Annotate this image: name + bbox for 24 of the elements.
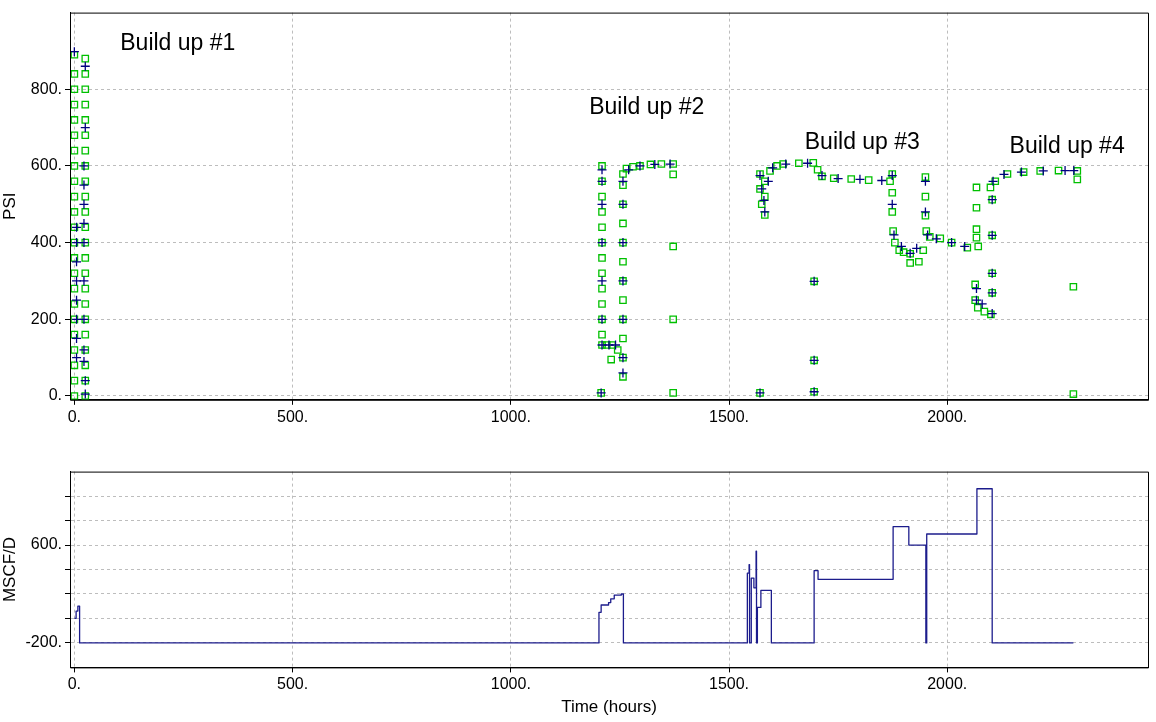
annotation: Build up #4 <box>1009 131 1125 158</box>
x-tick-label: 0. <box>67 675 82 693</box>
y-tick-label: -200. <box>25 633 62 651</box>
annotation: Build up #2 <box>589 92 705 119</box>
x-axis-title: Time (hours) <box>561 697 657 717</box>
y-axis-title: PSI <box>0 192 19 220</box>
x-tick-label: 1000. <box>490 675 531 693</box>
y-tick-label: 200. <box>30 309 62 327</box>
x-tick-label: 0. <box>67 407 82 425</box>
x-tick-label: 2000. <box>927 675 968 693</box>
x-tick-label: 1500. <box>709 675 750 693</box>
x-tick-label: 2000. <box>927 407 968 425</box>
y-tick-label: 400. <box>30 233 62 251</box>
x-tick-label: 1500. <box>709 407 750 425</box>
x-tick-label: 500. <box>277 407 309 425</box>
x-tick-label: 500. <box>277 675 309 693</box>
y-tick-label: 0. <box>48 386 62 404</box>
y-tick-label: 800. <box>30 79 62 97</box>
y-tick-label: 600. <box>30 156 62 174</box>
y-tick-label: 600. <box>30 535 62 553</box>
x-tick-label: 1000. <box>490 407 531 425</box>
annotation: Build up #3 <box>804 127 920 154</box>
annotation: Build up #1 <box>120 28 236 55</box>
y-axis-title: MSCF/D <box>0 536 19 603</box>
